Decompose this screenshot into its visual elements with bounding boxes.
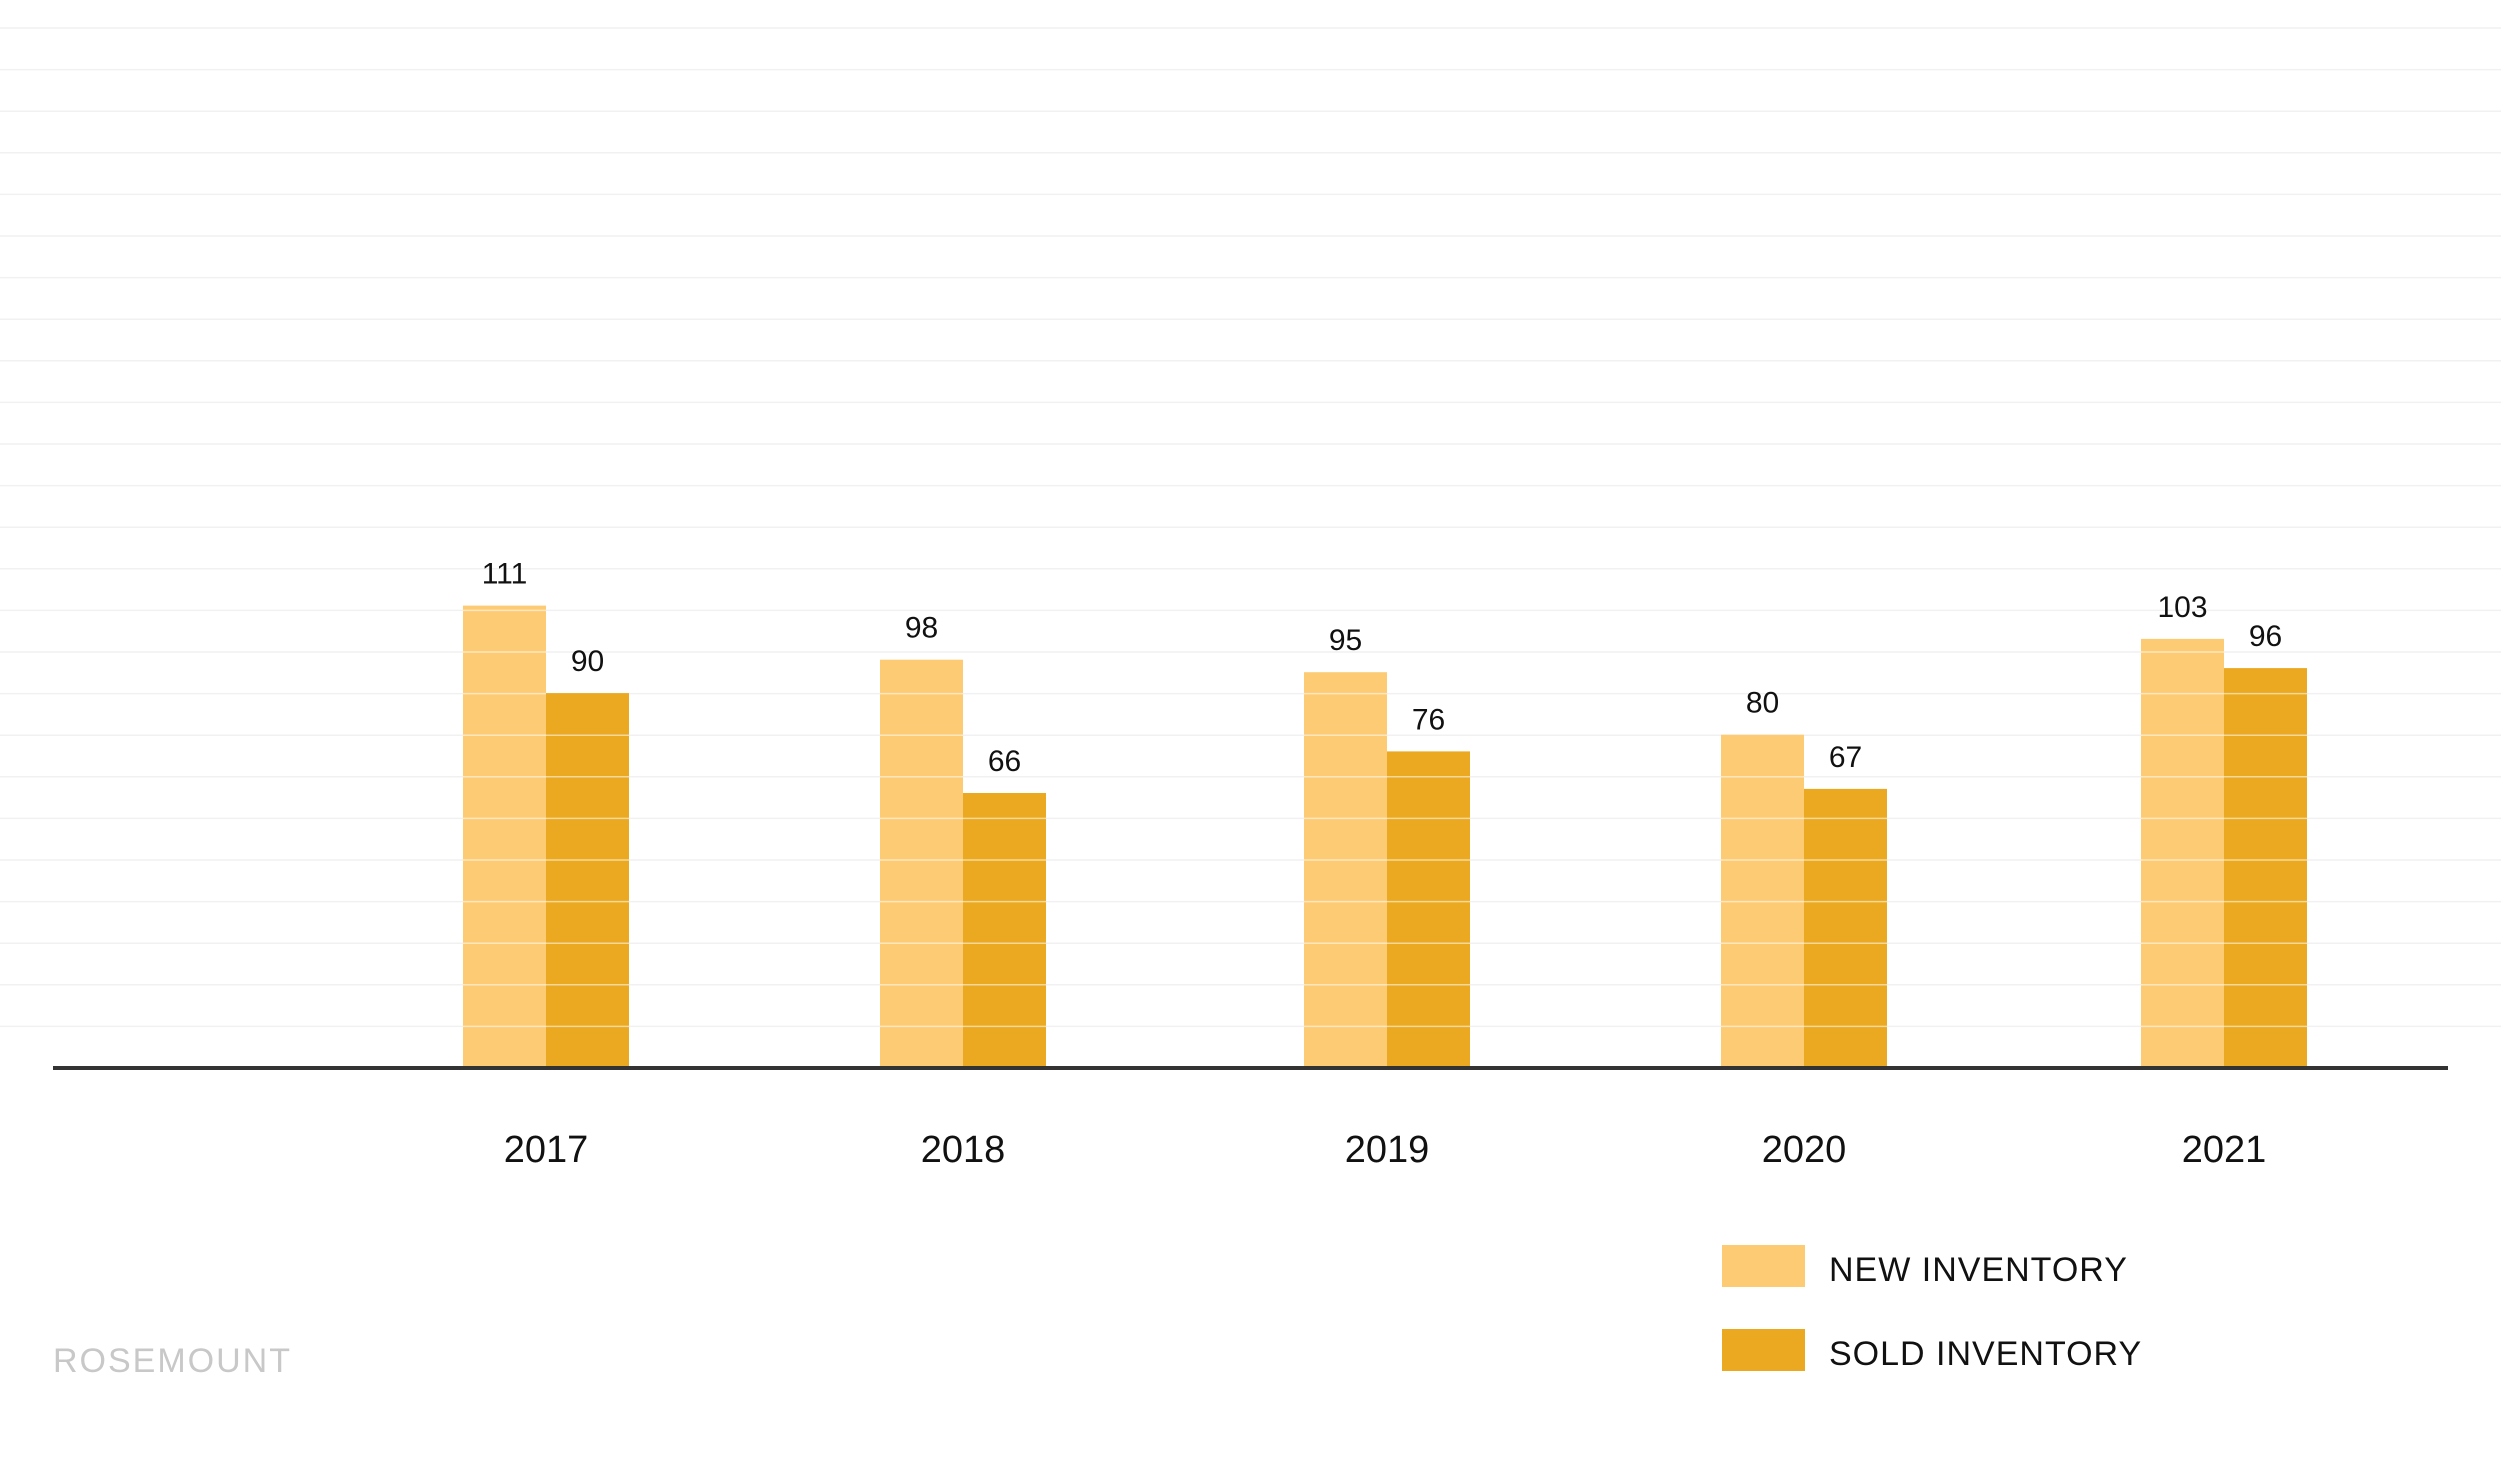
bar-new-inventory-2021: [2141, 638, 2224, 1068]
value-labels: 111 90 98 66 95 76 80 67 103 96: [482, 558, 2282, 778]
x-tick-label-2017: 2017: [504, 1129, 589, 1171]
x-tick-label-2019: 2019: [1345, 1129, 1430, 1171]
bar-sold-inventory-2020: [1804, 788, 1887, 1068]
legend-swatch-new-inventory: [1722, 1245, 1805, 1287]
value-label-new-inventory-2019: 95: [1329, 624, 1362, 657]
value-label-sold-inventory-2018: 66: [988, 745, 1021, 778]
bars: [463, 605, 2307, 1068]
value-label-new-inventory-2017: 111: [482, 558, 528, 591]
value-label-new-inventory-2018: 98: [905, 612, 938, 645]
value-label-sold-inventory-2019: 76: [1412, 703, 1445, 736]
bar-new-inventory-2017: [463, 605, 546, 1068]
value-label-new-inventory-2020: 80: [1746, 687, 1779, 720]
value-label-new-inventory-2021: 103: [2157, 591, 2207, 624]
bar-new-inventory-2019: [1304, 672, 1387, 1068]
x-tick-label-2021: 2021: [2182, 1129, 2267, 1171]
brand-wordmark: ROSEMOUNT: [53, 1342, 292, 1380]
value-label-sold-inventory-2020: 67: [1829, 741, 1862, 774]
legend-label-sold-inventory: SOLD INVENTORY: [1829, 1335, 2143, 1373]
legend-swatch-sold-inventory: [1722, 1329, 1805, 1371]
bar-sold-inventory-2019: [1387, 751, 1470, 1068]
legend-label-new-inventory: NEW INVENTORY: [1829, 1251, 2128, 1289]
x-tick-label-2020: 2020: [1762, 1129, 1847, 1171]
bar-sold-inventory-2017: [546, 693, 629, 1068]
bar-sold-inventory-2021: [2224, 668, 2307, 1068]
x-axis-tick-labels: 2017 2018 2019 2020 2021: [504, 1129, 2267, 1171]
x-tick-label-2018: 2018: [921, 1129, 1006, 1171]
bar-new-inventory-2018: [880, 659, 963, 1068]
value-label-sold-inventory-2021: 96: [2249, 620, 2282, 653]
gridlines: [0, 27, 2501, 1028]
bar-sold-inventory-2018: [963, 793, 1046, 1068]
value-label-sold-inventory-2017: 90: [571, 645, 604, 678]
